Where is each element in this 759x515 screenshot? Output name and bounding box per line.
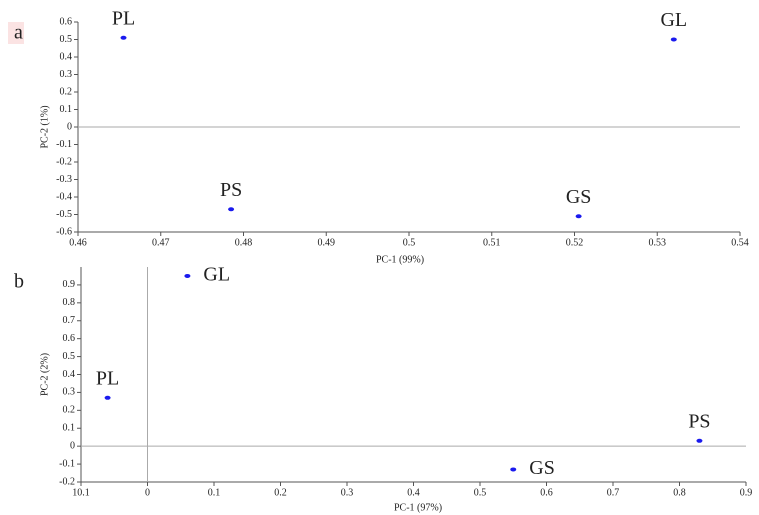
x-tick-label: 0.49 — [318, 237, 336, 248]
x-tick-label: 0.53 — [649, 237, 667, 248]
point — [510, 467, 517, 472]
x-tick-label: 0.7 — [607, 487, 620, 498]
point-label: GS — [529, 457, 555, 479]
y-tick-label: 0.3 — [63, 387, 76, 398]
x-tick-label: 0.52 — [566, 237, 584, 248]
y-tick-label: -0.1 — [56, 139, 72, 150]
y-axis-label: PC-2 (1%) — [39, 105, 50, 148]
y-tick-label: 0.4 — [63, 369, 76, 380]
y-tick-label: 0 — [70, 440, 75, 451]
y-tick-label: -0.1 — [59, 458, 75, 469]
x-tick-label: 0.4 — [407, 487, 420, 498]
point-label: GS — [566, 186, 592, 208]
panel-label: a — [14, 22, 23, 44]
y-tick-label: 0.8 — [63, 297, 76, 308]
x-tick-label: 0.2 — [274, 487, 287, 498]
y-tick-label: 0.6 — [60, 16, 73, 27]
x-tick-label: 0.47 — [152, 237, 170, 248]
point — [575, 214, 582, 219]
x-tick-label: 0.3 — [341, 487, 354, 498]
x-axis-label: PC-1 (97%) — [394, 502, 442, 513]
y-tick-label: 0.1 — [60, 104, 73, 115]
y-tick-label: 0.1 — [63, 423, 76, 434]
y-tick-label: 0.9 — [63, 279, 76, 290]
x-tick-label: 0.1 — [208, 487, 221, 498]
y-tick-label: 0.3 — [60, 69, 73, 80]
point-label: PL — [96, 367, 119, 389]
y-tick-label: 0.5 — [63, 351, 76, 362]
x-axis-label: PC-1 (99%) — [376, 254, 424, 265]
y-tick-label: 0.6 — [63, 333, 76, 344]
x-tick-label: 0.8 — [673, 487, 686, 498]
point-label: GL — [660, 9, 687, 31]
x-tick-label: 0.51 — [483, 237, 501, 248]
x-tick-label: 0.5 — [403, 237, 416, 248]
point — [184, 273, 191, 278]
y-tick-label: -0.2 — [56, 156, 72, 167]
point-label: GL — [203, 264, 230, 286]
x-tick-label: 0.46 — [69, 237, 87, 248]
x-tick-label: 0.54 — [731, 237, 749, 248]
x-tick-label: 0.6 — [540, 487, 553, 498]
y-tick-label: 0.2 — [63, 405, 76, 416]
y-tick-label: 0.5 — [60, 34, 73, 45]
y-tick-label: -0.6 — [56, 226, 72, 237]
point-label: PS — [688, 410, 710, 432]
y-tick-label: -0.2 — [59, 476, 75, 487]
y-tick-label: 0 — [67, 121, 72, 132]
y-tick-label: -0.3 — [56, 174, 72, 185]
panel-highlight — [8, 22, 24, 44]
panel-label: b — [14, 271, 24, 293]
point — [670, 37, 677, 42]
point-label: PS — [220, 179, 242, 201]
x-tick-label: 0 — [145, 487, 150, 498]
x-tick-label: 0.9 — [740, 487, 753, 498]
point — [228, 207, 235, 212]
point — [696, 438, 703, 443]
y-tick-label: 0.7 — [63, 315, 76, 326]
y-axis-label: PC-2 (2%) — [39, 353, 50, 396]
point — [120, 35, 127, 40]
y-tick-label: 0.2 — [60, 86, 73, 97]
x-tick-label: 0.5 — [474, 487, 487, 498]
x-tick-label: 0.48 — [235, 237, 253, 248]
y-tick-label: -0.4 — [56, 191, 72, 202]
point-label: PL — [112, 7, 135, 29]
point — [104, 395, 111, 400]
y-tick-label: -0.5 — [56, 209, 72, 220]
y-tick-label: 0.4 — [60, 51, 73, 62]
x-tick-label: 10.1 — [72, 487, 90, 498]
